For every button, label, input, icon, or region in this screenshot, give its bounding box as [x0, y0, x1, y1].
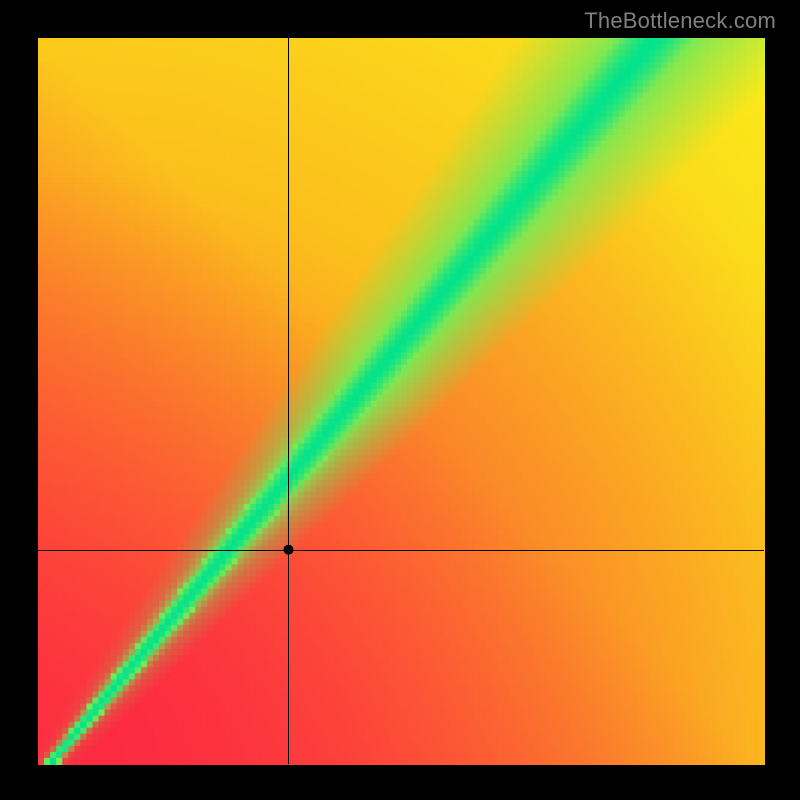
watermark-text: TheBottleneck.com — [584, 8, 776, 34]
chart-container: TheBottleneck.com — [0, 0, 800, 800]
bottleneck-heatmap — [0, 0, 800, 800]
